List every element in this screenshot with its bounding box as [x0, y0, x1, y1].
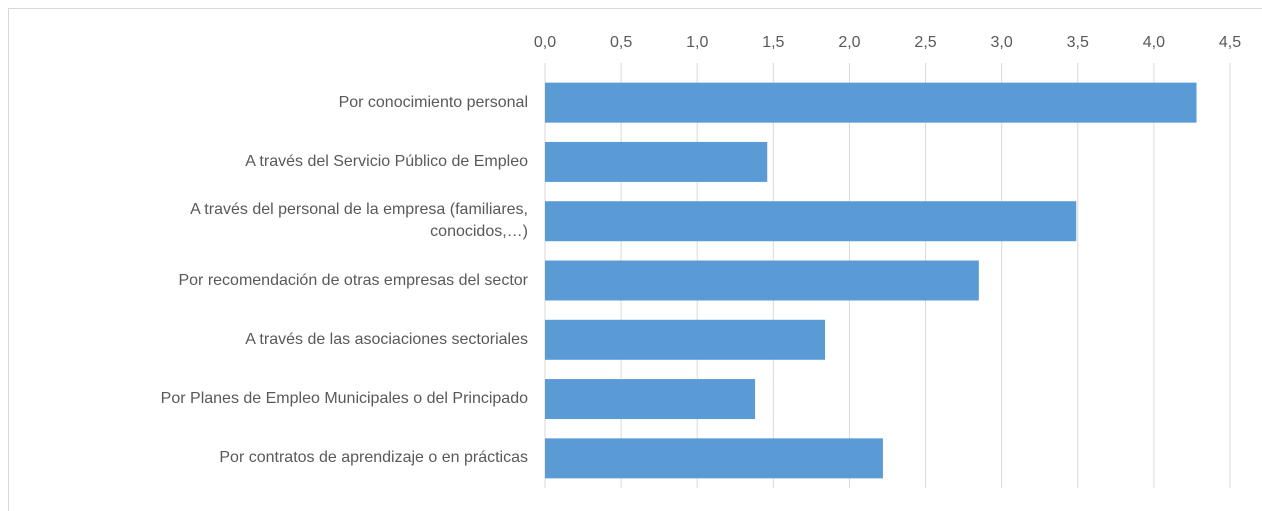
y-tick-label: Por conocimiento personal — [338, 93, 528, 111]
bar — [545, 82, 1197, 123]
x-tick-label: 4,0 — [1143, 34, 1165, 51]
x-tick-label: 1,0 — [686, 34, 708, 51]
bar — [545, 438, 883, 479]
x-tick-label: 4,5 — [1219, 34, 1241, 51]
x-tick-label: 3,0 — [991, 34, 1013, 51]
y-tick-label: A través del Servicio Público de Empleo — [245, 152, 528, 170]
bar — [545, 319, 826, 360]
x-tick-label: 2,0 — [838, 34, 860, 51]
y-tick-label: Por contratos de aprendizaje o en prácti… — [219, 449, 528, 467]
y-tick-label: Por Planes de Empleo Municipales o del P… — [160, 390, 528, 408]
bar — [545, 379, 756, 420]
x-tick-label: 3,5 — [1067, 34, 1089, 51]
y-tick-label: A través de las asociaciones sectoriales — [245, 330, 528, 348]
x-tick-label: 1,5 — [762, 34, 784, 51]
y-tick-label: A través del personal de la empresa (fam… — [190, 201, 528, 241]
y-tick-label: Por recomendación de otras empresas del … — [178, 271, 528, 289]
bar — [545, 260, 979, 301]
x-tick-label: 0,5 — [610, 34, 632, 51]
bar — [545, 141, 768, 182]
x-tick-label: 0,0 — [534, 34, 556, 51]
bar — [545, 201, 1077, 242]
x-tick-label: 2,5 — [914, 34, 936, 51]
